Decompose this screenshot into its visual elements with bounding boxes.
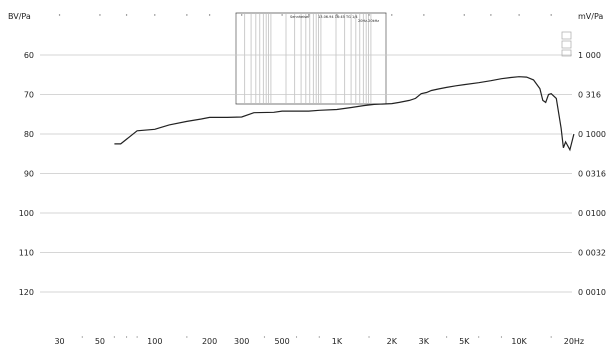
top-dot	[463, 14, 465, 16]
top-dot	[58, 14, 61, 16]
y-axis-right-labels: 1 000 0 316 0 1000 0 0316 0 0100 0 0032 0 0010	[578, 51, 606, 297]
inset-label-1: Sennheiser	[290, 15, 310, 19]
x-tick-2K: 2K	[387, 337, 398, 346]
y-right-tick-60: 1 000	[578, 51, 601, 60]
x-tick-20Hz: 20Hz	[564, 337, 584, 346]
x-tick-50: 50	[95, 337, 105, 346]
scale-glyph	[561, 31, 572, 57]
inset-label-2: 13.06.94 16:45	[318, 15, 345, 19]
y-right-tick-100: 0 0100	[578, 209, 606, 218]
left-unit-label: BV/Pa	[8, 12, 31, 21]
y-right-tick-120: 0 0010	[578, 288, 606, 297]
bottom-dot	[550, 336, 552, 338]
bottom-dot	[136, 336, 138, 338]
top-dot	[125, 14, 128, 16]
y-axis-left-labels: 60 70 80 90 100 110 120	[19, 51, 34, 297]
inset-label-4: 20Hz-20kHz	[358, 19, 379, 23]
response-curve	[114, 76, 575, 152]
y-right-tick-90: 0 0316	[578, 170, 606, 179]
right-unit-label: mV/Pa	[578, 12, 603, 21]
top-dot	[281, 14, 283, 16]
x-tick-5K: 5K	[459, 337, 470, 346]
bottom-dot	[368, 336, 370, 338]
y-left-tick-110: 110	[19, 249, 34, 258]
x-tick-3K: 3K	[419, 337, 430, 346]
top-dot	[186, 14, 188, 16]
x-tick-1K: 1K	[332, 337, 343, 346]
top-dot	[391, 14, 393, 16]
y-left-tick-100: 100	[19, 209, 34, 218]
x-tick-10K: 10K	[511, 337, 527, 346]
bottom-dot	[318, 336, 320, 338]
bottom-dot	[186, 336, 188, 338]
inset-panel: Sennheiser 13.06.94 16:45 TG 1/4 20Hz-20…	[235, 12, 387, 105]
x-tick-100: 100	[147, 337, 162, 346]
top-dot	[308, 14, 310, 16]
top-dot	[518, 14, 520, 16]
y-left-tick-70: 70	[24, 91, 34, 100]
y-left-tick-60: 60	[24, 51, 34, 60]
top-dot	[208, 14, 211, 16]
top-dot	[154, 14, 156, 16]
top-dot	[550, 14, 552, 16]
grid	[40, 54, 572, 293]
bottom-dot	[295, 336, 298, 338]
top-dot	[336, 14, 338, 16]
bottom-dot	[113, 336, 115, 338]
x-tick-30: 30	[54, 337, 64, 346]
y-left-tick-90: 90	[24, 170, 34, 179]
bottom-dot	[478, 336, 480, 338]
x-tick-200: 200	[202, 337, 217, 346]
bottom-dot	[446, 336, 448, 338]
x-tick-300: 300	[234, 337, 249, 346]
inset-vertical-lines	[235, 14, 387, 103]
y-right-tick-110: 0 0032	[578, 249, 606, 258]
top-dot	[240, 14, 243, 16]
y-left-tick-120: 120	[19, 288, 34, 297]
y-right-tick-70: 0 316	[578, 91, 601, 100]
inset-box	[235, 12, 387, 105]
top-dot	[423, 14, 425, 16]
x-axis-labels: 30 50 100 200 300 500 1K 2K 3K 5K 10K 20Hz	[54, 337, 584, 346]
bottom-dot	[263, 336, 266, 338]
y-left-tick-80: 80	[24, 130, 34, 139]
top-dot	[99, 14, 101, 16]
axis-dots	[58, 14, 552, 338]
y-right-tick-80: 0 1000	[578, 130, 606, 139]
bottom-dot	[500, 336, 503, 338]
bottom-dot	[81, 336, 83, 338]
x-tick-500: 500	[274, 337, 289, 346]
top-dot	[490, 14, 492, 16]
top-dot	[368, 14, 370, 16]
inset-label-3: TG 1/4	[345, 15, 358, 19]
bottom-dot	[125, 336, 128, 338]
